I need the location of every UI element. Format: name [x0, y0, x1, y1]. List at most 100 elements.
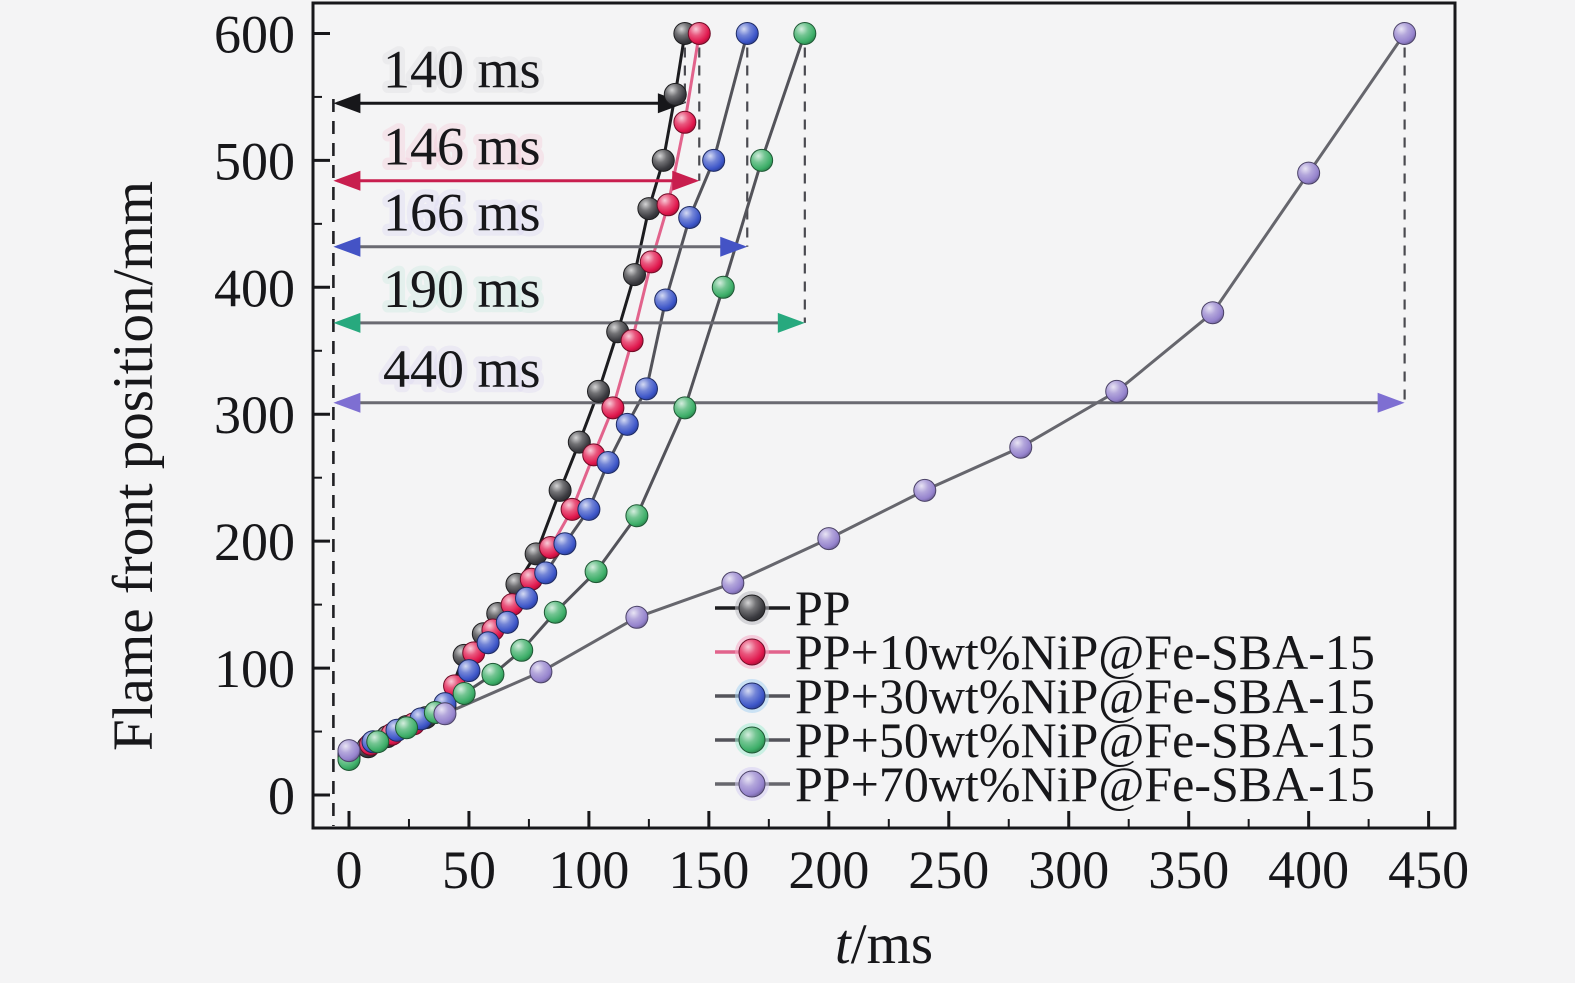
data-point-marker — [663, 82, 687, 106]
y-tick-label: 200 — [214, 512, 295, 572]
arrow-head-right — [720, 236, 748, 257]
duration-label: 146 ms — [383, 117, 541, 177]
data-point-marker — [543, 600, 567, 624]
arrow-head-right — [672, 170, 700, 191]
data-point-marker — [584, 560, 608, 584]
x-tick-label: 50 — [442, 840, 496, 900]
x-tick-label: 250 — [908, 840, 989, 900]
data-point-marker — [433, 702, 457, 726]
data-point-marker — [673, 110, 697, 134]
legend-marker-halo — [735, 591, 769, 625]
data-point-marker — [510, 638, 534, 662]
data-point-marker — [553, 532, 577, 556]
data-point-marker — [529, 660, 553, 684]
y-tick-label: 300 — [214, 385, 295, 445]
x-tick-label: 200 — [788, 840, 869, 900]
legend-marker-halo — [735, 767, 769, 801]
arrow-head-left — [333, 93, 361, 114]
data-point-marker — [637, 197, 661, 221]
legend-item: PP+30wt%NiP@Fe-SBA-15 — [715, 668, 1375, 724]
duration-arrow: 140 ms — [333, 34, 685, 114]
data-point-marker — [395, 716, 419, 740]
data-point-marker — [793, 21, 817, 45]
x-tick-label: 0 — [335, 840, 362, 900]
data-point-marker — [639, 250, 663, 274]
duration-arrow: 166 ms — [333, 177, 748, 257]
x-tick-label: 300 — [1028, 840, 1109, 900]
data-point-marker — [634, 377, 658, 401]
legend-marker-halo — [735, 723, 769, 757]
arrow-head-left — [333, 170, 361, 191]
duration-arrow: 190 ms — [333, 253, 805, 333]
data-point-marker — [721, 571, 745, 595]
legend-marker-halo — [735, 635, 769, 669]
legend-item: PP+10wt%NiP@Fe-SBA-15 — [715, 624, 1375, 680]
y-tick-label: 500 — [214, 131, 295, 191]
data-point-marker — [366, 730, 390, 754]
data-point-marker — [601, 396, 625, 420]
legend-marker-sphere — [738, 682, 766, 710]
data-point-marker — [452, 681, 476, 705]
legend-item-label: PP+30wt%NiP@Fe-SBA-15 — [795, 668, 1375, 724]
arrow-head-left — [333, 236, 361, 257]
legend-marker-sphere — [738, 726, 766, 754]
duration-label: 166 ms — [383, 183, 541, 243]
x-tick-label: 350 — [1148, 840, 1229, 900]
data-point-marker — [457, 659, 481, 683]
data-point-marker — [620, 329, 644, 353]
data-point-marker — [735, 21, 759, 45]
duration-arrow: 440 ms — [333, 333, 1405, 413]
data-point-marker — [1009, 435, 1033, 459]
y-tick-label: 600 — [214, 4, 295, 64]
arrow-head-left — [333, 312, 361, 333]
data-point-marker — [548, 478, 572, 502]
legend-item-label: PP+50wt%NiP@Fe-SBA-15 — [795, 712, 1375, 768]
legend-marker-halo — [735, 679, 769, 713]
x-tick-label: 450 — [1388, 840, 1469, 900]
data-point-marker — [687, 21, 711, 45]
data-point-marker — [673, 396, 697, 420]
duration-label: 190 ms — [383, 259, 541, 319]
legend-marker-sphere — [738, 638, 766, 666]
data-point-marker — [1393, 21, 1417, 45]
data-point-marker — [654, 288, 678, 312]
duration-arrow: 146 ms — [333, 111, 700, 191]
x-tick-label: 150 — [668, 840, 749, 900]
data-point-marker — [481, 662, 505, 686]
x-tick-label: 100 — [548, 840, 629, 900]
data-point-marker — [534, 561, 558, 585]
legend-marker-sphere — [738, 594, 766, 622]
arrow-head-right — [777, 312, 805, 333]
data-point-marker — [587, 379, 610, 403]
legend-item-label: PP — [795, 580, 851, 636]
arrow-head-right — [1377, 392, 1405, 413]
legend-item: PP+50wt%NiP@Fe-SBA-15 — [715, 712, 1375, 768]
data-point-marker — [1201, 301, 1225, 325]
data-point-marker — [1297, 161, 1321, 185]
data-point-marker — [596, 450, 620, 474]
arrow-head-left — [333, 392, 361, 413]
data-point-marker — [515, 586, 539, 610]
x-tick-label: 400 — [1268, 840, 1349, 900]
data-point-marker — [678, 206, 702, 229]
data-point-marker — [625, 504, 649, 528]
data-point-marker — [337, 739, 361, 763]
legend-item: PP — [715, 580, 851, 636]
y-tick-label: 100 — [214, 639, 295, 699]
legend-item: PP+70wt%NiP@Fe-SBA-15 — [715, 756, 1375, 812]
data-point-marker — [476, 631, 500, 655]
legend-marker-sphere — [738, 770, 766, 798]
data-point-marker — [702, 148, 726, 172]
data-point-marker — [656, 193, 680, 217]
data-point-marker — [817, 527, 841, 551]
legend: PPPP+10wt%NiP@Fe-SBA-15PP+30wt%NiP@Fe-SB… — [715, 580, 1375, 812]
data-point-marker — [625, 605, 649, 629]
y-tick-label: 400 — [214, 258, 295, 318]
data-point-marker — [495, 610, 519, 634]
data-point-marker — [711, 275, 735, 299]
series-line-pp-440ms — [348, 32, 1406, 752]
duration-label: 140 ms — [383, 39, 541, 99]
y-tick-label: 0 — [268, 766, 295, 826]
legend-item-label: PP+10wt%NiP@Fe-SBA-15 — [795, 624, 1375, 680]
